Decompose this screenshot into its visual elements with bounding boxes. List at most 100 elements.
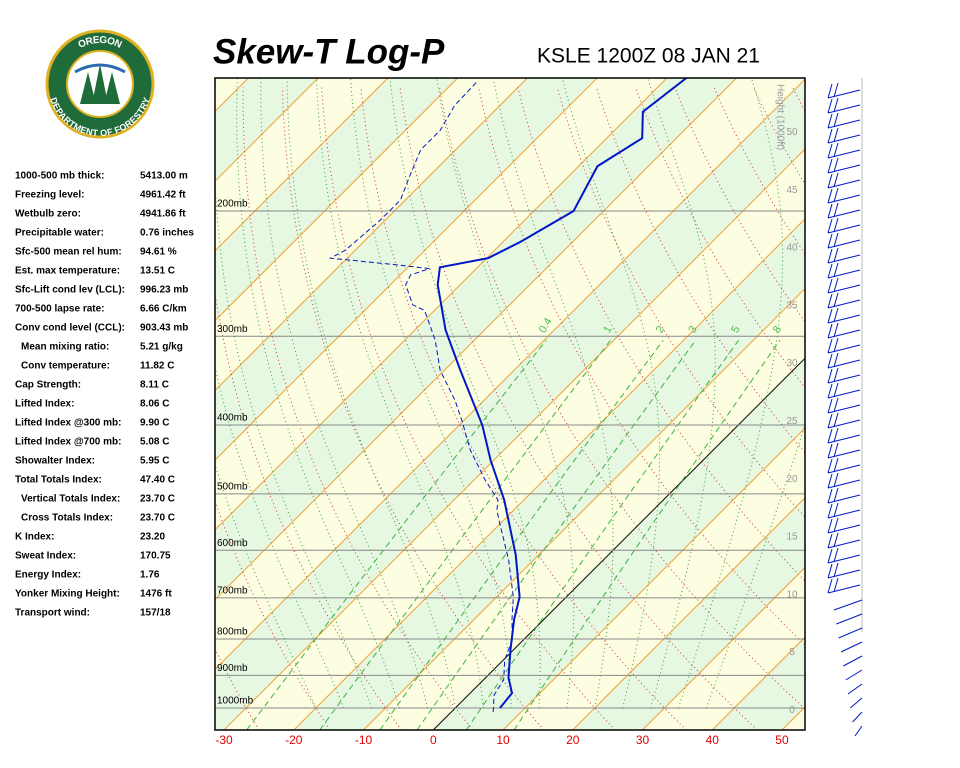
y2-tick-label: 0	[789, 705, 795, 716]
stat-label: Conv temperature:	[21, 361, 110, 372]
x-tick-label: -10	[355, 733, 373, 747]
stat-label: Wetbulb zero:	[15, 209, 81, 220]
stat-value: 13.51 C	[140, 266, 175, 277]
stat-label: Showalter Index:	[15, 456, 95, 467]
isotherm	[223, 148, 805, 730]
dry-adiabat	[832, 87, 960, 730]
barb-feather	[827, 308, 833, 324]
mixing-ratio-line	[513, 340, 781, 730]
barb-feather	[833, 112, 839, 128]
x-tick-label: 10	[496, 733, 510, 747]
mixing-ratio-label: 3	[686, 324, 699, 335]
moist-adiabat	[215, 78, 373, 709]
barb-feather	[827, 548, 833, 564]
stat-value: 9.90 C	[140, 418, 169, 429]
logo-top: OREGON	[76, 34, 123, 50]
stat-value: 23.70 C	[140, 513, 175, 524]
stat-label: Lifted Index @700 mb:	[15, 437, 121, 448]
barb-feather	[833, 247, 839, 263]
barb-staff	[827, 299, 861, 309]
band	[852, 78, 960, 730]
dry-adiabat	[360, 87, 687, 730]
mixing-ratio-label: 5	[729, 324, 742, 335]
barb-staff	[827, 344, 861, 354]
stat-value: 11.82 C	[140, 361, 174, 372]
isotherm	[215, 78, 458, 322]
barb-staff	[827, 284, 861, 294]
stat-value: 5413.00 m	[140, 171, 188, 182]
x-tick-label: 30	[636, 733, 650, 747]
barb-feather	[827, 518, 833, 534]
barb-staff	[845, 669, 863, 681]
dry-adiabat	[478, 87, 805, 646]
barb-feather	[827, 533, 833, 549]
barb-staff	[833, 599, 863, 611]
isotherm	[293, 218, 805, 730]
barb-staff	[838, 627, 863, 639]
y2-tick-label: 35	[786, 300, 798, 311]
y-tick-label: 200mb	[217, 199, 248, 210]
barb-staff	[827, 584, 861, 594]
barb-staff	[827, 179, 861, 189]
barb-staff	[827, 134, 861, 144]
stat-label: 700-500 lapse rate:	[15, 304, 105, 315]
barb-feather	[833, 352, 839, 368]
barb-feather	[833, 457, 839, 473]
stat-label: Sfc-Lift cond lev (LCL):	[15, 285, 125, 296]
barb-feather	[833, 367, 839, 383]
stat-value: 0.76 inches	[140, 228, 194, 239]
barb-feather	[827, 458, 833, 474]
barb-staff	[827, 509, 861, 519]
y-tick-label: 900mb	[217, 663, 248, 674]
y-tick-label: 800mb	[217, 627, 248, 638]
barb-feather	[833, 277, 839, 293]
stat-label: K Index:	[15, 532, 54, 543]
stat-value: 8.06 C	[140, 399, 169, 410]
stat-value: 8.11 C	[140, 380, 169, 391]
stat-value: 23.70 C	[140, 494, 175, 505]
barb-feather	[827, 263, 833, 279]
stat-value: 47.40 C	[140, 475, 175, 486]
barb-feather	[827, 353, 833, 369]
mixing-ratio-line	[416, 340, 697, 730]
barb-feather	[827, 233, 833, 249]
barb-staff	[850, 697, 863, 709]
barb-staff	[827, 239, 861, 249]
wind-barbs	[827, 78, 863, 737]
y2-tick-label: 10	[786, 589, 798, 600]
moist-adiabat	[215, 364, 345, 709]
plot-frame	[214, 77, 806, 731]
moist-adiabat	[215, 462, 317, 709]
barb-staff	[827, 524, 861, 534]
barb-staff	[827, 164, 861, 174]
stat-value: 4941.86 ft	[140, 209, 186, 220]
y2-tick-label: 20	[786, 474, 798, 485]
barb-feather	[827, 443, 833, 459]
barb-staff	[827, 224, 861, 234]
isotherm	[432, 357, 805, 730]
svg-text:OREGON: OREGON	[76, 34, 123, 50]
y2-tick-label: 15	[786, 532, 798, 543]
barb-staff	[827, 209, 861, 219]
barb-staff	[827, 119, 861, 129]
stat-value: 903.43 mb	[140, 323, 188, 334]
barb-feather	[833, 217, 839, 233]
barb-feather	[833, 262, 839, 278]
stat-label: Conv cond level (CCL):	[15, 323, 125, 334]
moist-adiabat	[260, 78, 428, 709]
barb-staff	[840, 641, 863, 653]
y-tick-label: 400mb	[217, 413, 248, 424]
moist-adiabat	[678, 78, 784, 709]
barb-feather	[827, 218, 833, 234]
barb-feather	[833, 127, 839, 143]
y-tick-label: 700mb	[217, 585, 248, 596]
stat-value: 5.21 g/kg	[140, 342, 183, 353]
barb-feather	[827, 368, 833, 384]
barb-staff	[827, 434, 861, 444]
moist-adiabat	[316, 78, 484, 709]
x-tick-label: 20	[566, 733, 580, 747]
y-tick-label: 1000mb	[217, 696, 254, 707]
isotherm	[502, 427, 805, 730]
y2-tick-label: 25	[786, 416, 798, 427]
moist-adiabat	[349, 78, 512, 708]
